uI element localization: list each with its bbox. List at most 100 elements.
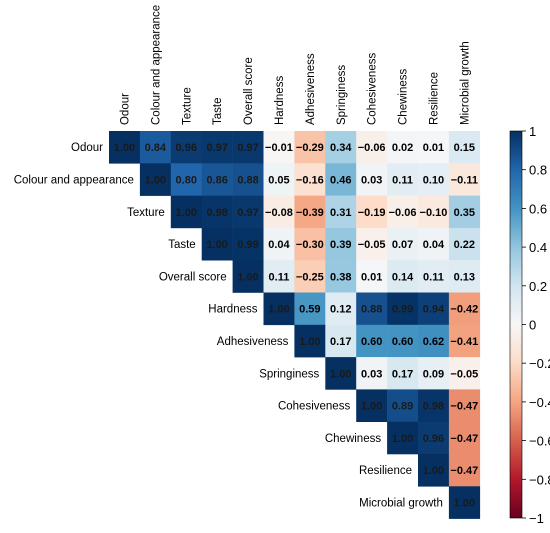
heatmap-cell [418, 227, 450, 261]
cell-value-label: 0.39 [330, 239, 351, 251]
heatmap-cell [294, 131, 326, 164]
cell-value-label: −0.05 [358, 239, 386, 251]
cell-value-label: −0.30 [296, 239, 324, 251]
row-label: Overall score [159, 271, 227, 283]
heatmap-cell [387, 195, 419, 229]
cell-value-label: 0.05 [268, 174, 289, 186]
row-label: Microbial growth [359, 497, 443, 509]
cell-value-label: 0.86 [206, 174, 227, 186]
column-label: Colour and appearance [150, 5, 162, 125]
cell-value-label: 0.97 [206, 142, 227, 154]
row-label: Texture [127, 207, 165, 219]
colorbar-tick-label: 0.2 [529, 279, 547, 294]
cell-value-label: 0.80 [176, 174, 197, 186]
cell-value-label: 1.00 [206, 239, 227, 251]
colorbar-tick-label: 0 [529, 318, 536, 333]
heatmap-cell [418, 260, 450, 293]
heatmap-cell [448, 454, 481, 487]
heatmap-cell [325, 357, 357, 390]
heatmap-cell [356, 131, 388, 164]
cell-value-label: 0.35 [454, 207, 475, 219]
cell-value-label: 1.00 [392, 433, 413, 445]
cell-value-label: 0.88 [237, 174, 258, 186]
cell-value-label: −0.25 [296, 271, 324, 283]
cell-value-label: 0.59 [299, 304, 320, 316]
heatmap-cell [387, 163, 419, 196]
heatmap-cell [263, 260, 295, 293]
heatmap-cell [170, 163, 202, 196]
cell-value-label: −0.39 [296, 207, 324, 219]
heatmap-cell [201, 195, 233, 229]
cell-value-label: −0.10 [420, 207, 448, 219]
heatmap-cell [418, 131, 450, 164]
cell-value-label: −0.16 [296, 174, 324, 186]
heatmap-cell [109, 131, 141, 164]
colorbar-tick-label: 0.6 [529, 201, 547, 216]
heatmap-cell [232, 227, 264, 261]
cell-value-label: 1.00 [237, 271, 258, 283]
heatmap-cell [294, 324, 326, 358]
heatmap-cell [325, 131, 357, 164]
heatmap-cell [387, 292, 419, 326]
heatmap-cell [325, 195, 357, 229]
heatmap-cell [356, 227, 388, 261]
cell-value-label: −0.01 [265, 142, 293, 154]
colorbar-tick-label: 1 [529, 124, 536, 139]
column-label: Cohesiveness [367, 53, 379, 125]
column-label: Springiness [336, 65, 348, 125]
cell-value-label: 0.22 [454, 239, 475, 251]
cell-value-label: 0.13 [454, 271, 475, 283]
heatmap-cell [387, 227, 419, 261]
cell-value-label: 1.00 [423, 465, 444, 477]
cell-value-label: 0.31 [330, 207, 351, 219]
cell-value-label: −0.29 [296, 142, 324, 154]
cell-value-label: 0.96 [423, 433, 444, 445]
cell-value-label: 0.94 [423, 304, 445, 316]
heatmap-cell [387, 389, 419, 422]
heatmap-cell [263, 195, 295, 229]
cell-value-label: −0.06 [358, 142, 386, 154]
heatmap-cell [263, 163, 295, 196]
cell-value-label: 0.97 [237, 207, 258, 219]
heatmap-cell [232, 131, 264, 164]
row-label: Springiness [259, 368, 319, 380]
cell-value-label: 0.10 [423, 174, 444, 186]
heatmap-cell [356, 357, 388, 390]
row-label: Colour and appearance [14, 174, 134, 186]
cell-value-label: 0.60 [392, 336, 413, 348]
column-label: Resilience [428, 72, 440, 125]
heatmap-cell [418, 454, 450, 487]
heatmap-cell [232, 195, 264, 229]
cell-value-label: 0.84 [145, 142, 167, 154]
heatmap-cell [448, 260, 481, 293]
labels-layer: Odour Colour and appearance Texture Taste Ov… [14, 5, 472, 510]
row-label: Hardness [208, 304, 257, 316]
cell-value-label: −0.19 [358, 207, 386, 219]
cell-value-label: 0.89 [392, 401, 413, 413]
heatmap-cell [356, 324, 388, 358]
heatmap-cell [418, 163, 450, 196]
row-label: Cohesiveness [278, 401, 350, 413]
heatmap-cell [294, 227, 326, 261]
heatmap-cell [325, 260, 357, 293]
cell-value-label: 0.38 [330, 271, 351, 283]
heatmap-cell [201, 163, 233, 196]
cell-value-label: 0.11 [423, 271, 444, 283]
column-label: Odour [119, 93, 131, 125]
heatmap-cell [387, 357, 419, 390]
cell-value-label: 1.00 [330, 368, 351, 380]
cell-value-label: 0.01 [361, 271, 382, 283]
cell-value-label: 0.34 [330, 142, 352, 154]
cell-value-label: 0.03 [361, 368, 382, 380]
cell-value-label: 0.09 [423, 368, 444, 380]
column-label: Hardness [274, 76, 286, 125]
row-label: Chewiness [325, 433, 381, 445]
colorbar-tick-label: 0.4 [529, 240, 547, 255]
heatmap-cell [387, 421, 419, 455]
cell-value-label: 0.88 [361, 304, 382, 316]
row-label: Taste [168, 239, 196, 251]
heatmap-cell [356, 389, 388, 422]
cell-value-label: −0.41 [450, 336, 478, 348]
column-label: Overall score [243, 57, 255, 125]
